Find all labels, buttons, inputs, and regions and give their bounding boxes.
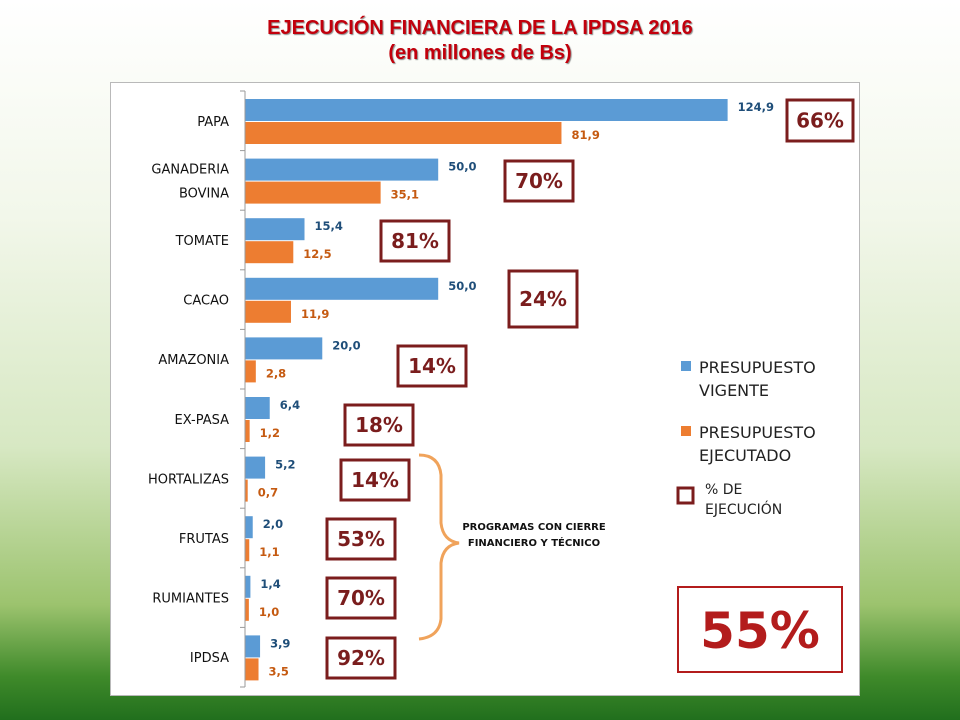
value-label-vigente: 20,0 <box>332 338 360 352</box>
category-label: IPDSA <box>190 651 229 666</box>
category-label: GANADERIA <box>151 162 229 177</box>
pct-label: 14% <box>351 468 399 492</box>
bar-vigente <box>245 277 439 300</box>
value-label-vigente: 2,0 <box>263 517 283 531</box>
pct-box <box>507 269 579 329</box>
pct-box <box>785 98 855 143</box>
category-label: RUMIANTES <box>152 592 229 607</box>
bars-group <box>245 99 728 681</box>
value-label-ejecutado: 1,0 <box>259 605 279 619</box>
pct-box <box>343 403 415 447</box>
bar-ejecutado <box>245 479 248 502</box>
value-label-ejecutado: 12,5 <box>303 247 331 261</box>
pct-label: 70% <box>337 586 385 610</box>
value-label-vigente: 124,9 <box>738 100 774 114</box>
axis-ticks <box>240 90 245 688</box>
value-label-ejecutado: 11,9 <box>301 307 329 321</box>
value-label-vigente: 15,4 <box>315 219 343 233</box>
pct-box <box>339 458 411 502</box>
category-label: EX-PASA <box>175 413 230 428</box>
pct-box <box>503 159 575 203</box>
bar-ejecutado <box>245 598 249 621</box>
value-label-vigente: 3,9 <box>270 636 290 650</box>
value-label-vigente: 50,0 <box>448 279 476 293</box>
value-label-ejecutado: 2,8 <box>266 366 286 380</box>
bar-vigente <box>245 635 261 658</box>
category-label: AMAZONIA <box>158 353 229 368</box>
value-label-vigente: 6,4 <box>280 398 300 412</box>
value-label-vigente: 5,2 <box>275 458 295 472</box>
category-label: FRUTAS <box>179 532 229 547</box>
value-label-ejecutado: 35,1 <box>391 188 419 202</box>
bar-chart: PAPA GANADERIA BOVINA TOMATE CACAO AMAZONIA EX… <box>148 90 855 688</box>
value-label-vigente: 50,0 <box>448 160 476 174</box>
bar-vigente <box>245 516 253 539</box>
pct-boxes: 66% 70% 81% 24% 14% 18% 14% 53% 70% 92% <box>325 98 855 680</box>
legend-vigente-line-2: VIGENTE <box>699 381 769 400</box>
bar-ejecutado <box>245 658 259 681</box>
pct-label: 53% <box>337 527 385 551</box>
value-label-ejecutado: 1,1 <box>259 545 279 559</box>
legend-pct-line-2: EJECUCIÓN <box>705 500 782 518</box>
pct-box <box>325 517 397 561</box>
legend-pct-box-icon <box>676 486 695 505</box>
category-label: CACAO <box>183 294 229 309</box>
bar-ejecutado <box>245 181 381 204</box>
pct-label: 92% <box>337 646 385 670</box>
category-label: TOMATE <box>175 234 229 249</box>
pct-box <box>379 219 451 263</box>
legend-pct-line-1: % DE <box>705 482 742 498</box>
value-label-ejecutado: 1,2 <box>260 426 280 440</box>
chart-panel: PAPA GANADERIA BOVINA TOMATE CACAO AMAZONIA EX… <box>110 82 860 696</box>
pct-label: 24% <box>519 287 567 311</box>
bar-vigente <box>245 99 728 121</box>
pct-label: 18% <box>355 413 403 437</box>
title-block: EJECUCIÓN FINANCIERA DE LA IPDSA 2016 (e… <box>0 16 960 66</box>
legend-swatch-vigente <box>681 361 691 371</box>
bar-vigente <box>245 158 439 181</box>
value-label-vigente: 1,4 <box>260 577 280 591</box>
bar-ejecutado <box>245 300 291 323</box>
bar-ejecutado <box>245 241 294 264</box>
value-labels: 124,9 81,9 50,0 35,1 15,4 12,5 50,0 11,9 20,0 2,8… <box>258 100 774 678</box>
legend-ejecutado-line-1: PRESUPUESTO <box>699 423 816 442</box>
bar-ejecutado <box>245 420 250 442</box>
bar-vigente <box>245 337 323 360</box>
total-pct-box <box>677 586 843 673</box>
pct-box <box>396 344 468 388</box>
legend-vigente-line-1: PRESUPUESTO <box>699 358 816 377</box>
category-label: PAPA <box>197 115 229 130</box>
pct-label: 66% <box>796 109 844 133</box>
category-label: HORTALIZAS <box>148 472 229 487</box>
chart-title: EJECUCIÓN FINANCIERA DE LA IPDSA 2016 <box>267 17 693 39</box>
total-pct: 55% <box>700 602 820 660</box>
pct-label: 81% <box>391 229 439 253</box>
bar-vigente <box>245 397 270 419</box>
pct-label: 70% <box>515 169 563 193</box>
pct-box <box>325 576 397 620</box>
value-label-ejecutado: 0,7 <box>258 486 278 500</box>
annotation-line-1: PROGRAMAS CON CIERRE <box>462 522 606 533</box>
pct-box <box>325 636 397 680</box>
pct-label: 14% <box>408 354 456 378</box>
category-labels: PAPA GANADERIA BOVINA TOMATE CACAO AMAZONIA EX… <box>148 115 229 666</box>
legend-ejecutado-line-2: EJECUTADO <box>699 446 791 465</box>
bar-vigente <box>245 575 251 598</box>
value-label-ejecutado: 3,5 <box>269 664 289 678</box>
bar-vigente <box>245 456 266 479</box>
bar-ejecutado <box>245 122 562 144</box>
legend-swatch-ejecutado <box>681 426 691 436</box>
value-label-ejecutado: 81,9 <box>571 128 599 142</box>
bar-vigente <box>245 218 305 241</box>
bar-ejecutado <box>245 539 250 562</box>
brace-icon <box>418 453 460 641</box>
bar-ejecutado <box>245 360 256 383</box>
chart-subtitle: (en millones de Bs) <box>388 42 572 64</box>
category-label: BOVINA <box>179 186 229 201</box>
legend: PRESUPUESTO VIGENTE PRESUPUESTO EJECUTAD… <box>676 358 816 518</box>
annotation-line-2: FINANCIERO Y TÉCNICO <box>468 536 600 549</box>
